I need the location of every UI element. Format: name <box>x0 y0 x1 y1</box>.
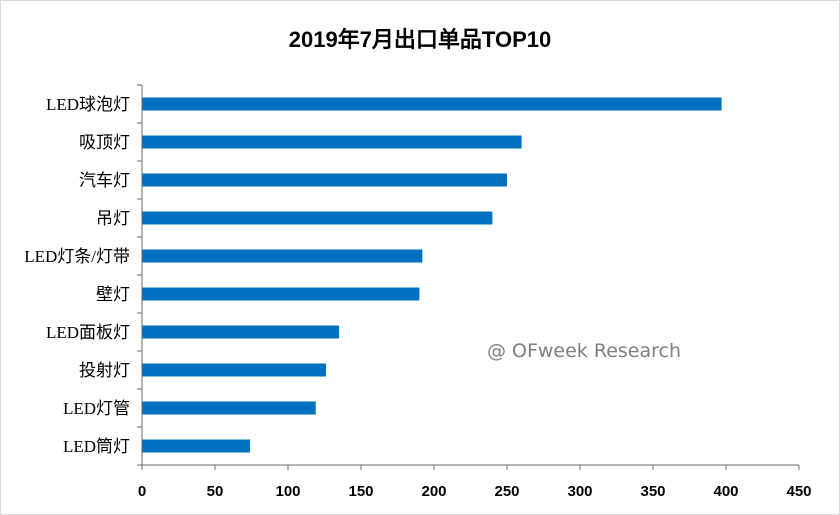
x-tick-label: 100 <box>275 483 300 500</box>
category-label: LED面板灯 <box>46 323 130 342</box>
x-tick-label: 150 <box>348 483 373 500</box>
bar-1 <box>142 97 722 111</box>
bar-5 <box>142 249 423 263</box>
x-tick-label: 400 <box>713 483 738 500</box>
x-tick-label: 0 <box>138 483 146 500</box>
bar-7 <box>142 325 340 339</box>
watermark-text: @ OFweek Research <box>487 340 681 362</box>
x-tick-label: 200 <box>421 483 446 500</box>
x-tick-label: 50 <box>207 483 224 500</box>
bar-4 <box>142 211 493 225</box>
bar-6 <box>142 287 420 301</box>
bars-group <box>142 97 722 453</box>
category-label: LED灯条/灯带 <box>24 247 130 266</box>
bar-9 <box>142 401 316 415</box>
category-label: LED筒灯 <box>63 437 130 456</box>
category-label: 投射灯 <box>79 361 130 380</box>
category-label: LED球泡灯 <box>46 95 130 114</box>
category-label: LED灯管 <box>63 399 130 418</box>
x-ticks-group: 0 50 100 150 200 250 300 350 400 450 <box>138 465 812 500</box>
bar-3 <box>142 173 507 187</box>
category-label: 汽车灯 <box>79 171 130 190</box>
bar-10 <box>142 439 251 453</box>
y-ticks-group <box>137 84 142 466</box>
bar-8 <box>142 363 326 377</box>
chart-title: 2019年7月出口单品TOP10 <box>289 27 551 52</box>
x-tick-label: 300 <box>567 483 592 500</box>
category-label: 吸顶灯 <box>79 133 130 152</box>
bar-2 <box>142 135 522 149</box>
category-label: 吊灯 <box>96 209 130 228</box>
x-tick-label: 350 <box>640 483 665 500</box>
x-tick-label: 450 <box>786 483 811 500</box>
category-label: 壁灯 <box>96 285 130 304</box>
x-tick-label: 250 <box>494 483 519 500</box>
